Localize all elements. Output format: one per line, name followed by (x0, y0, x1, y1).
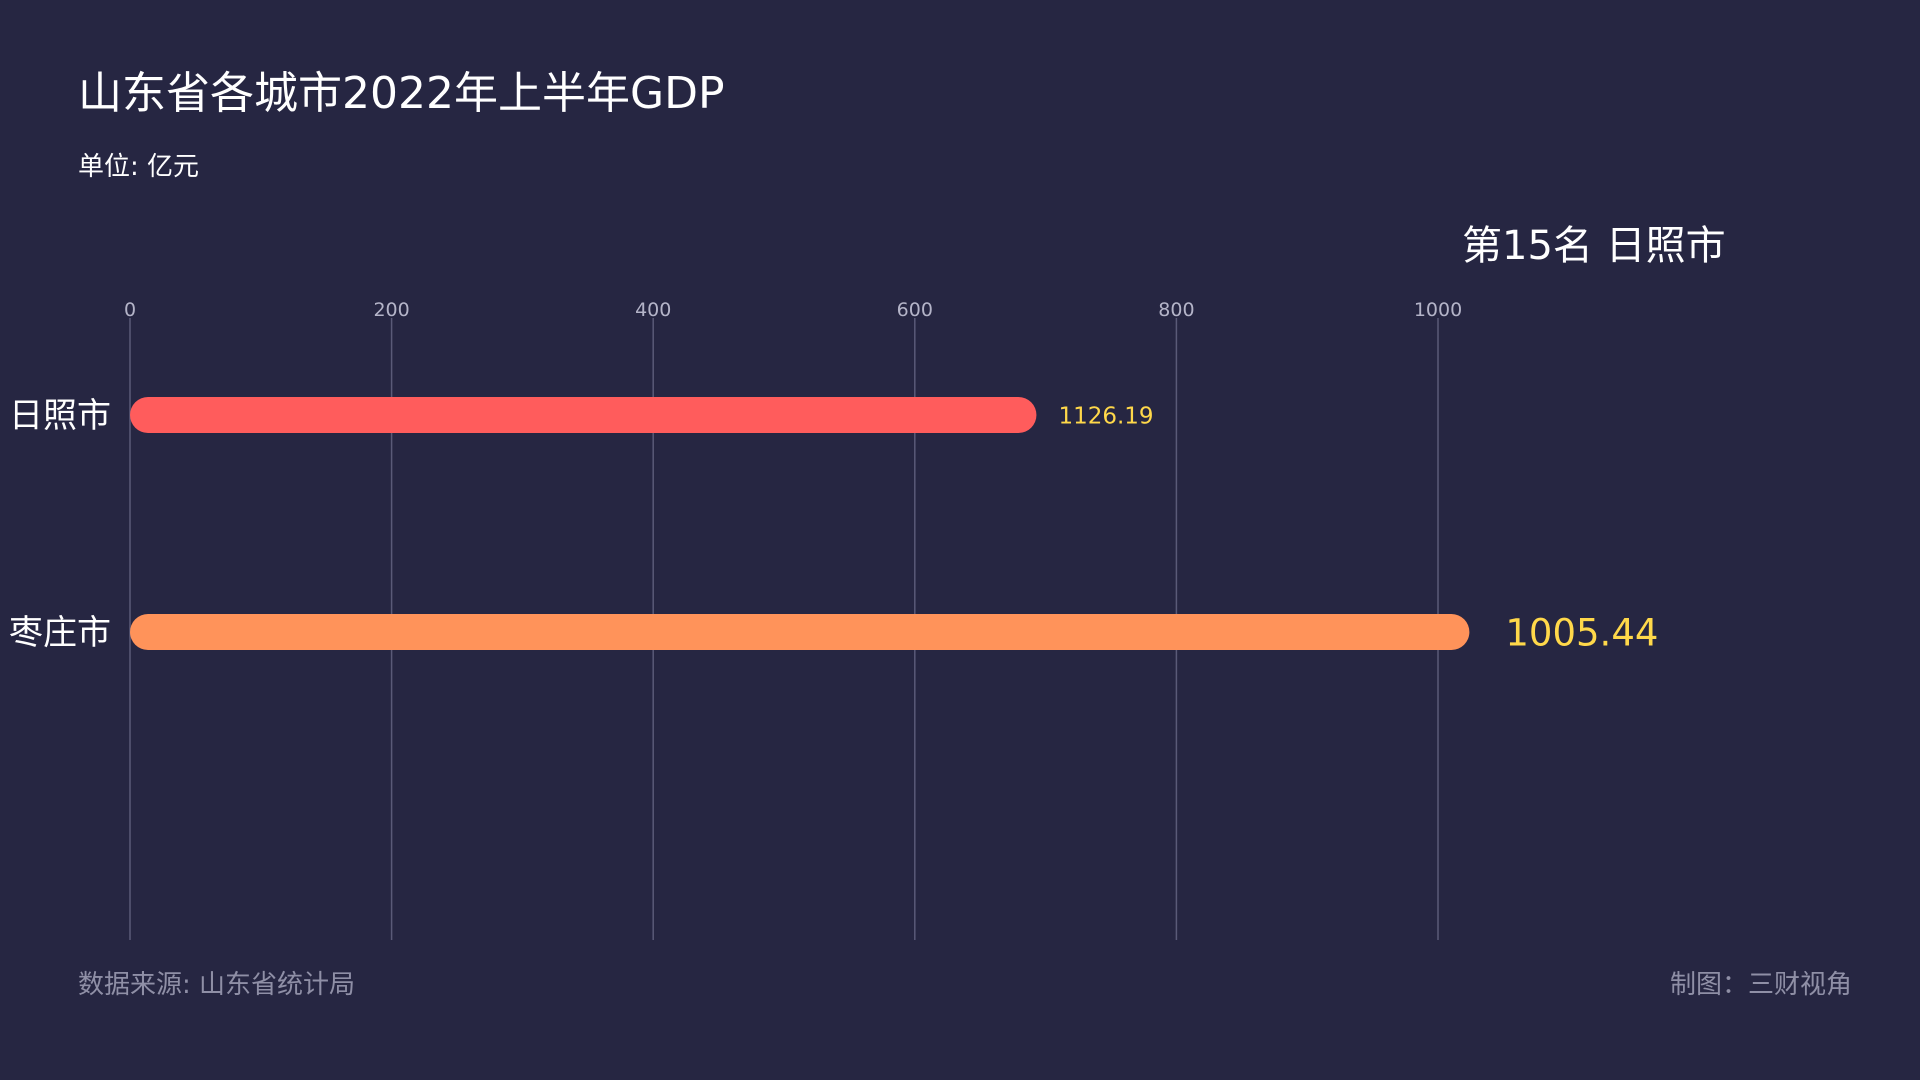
x-tick-label: 800 (1158, 299, 1194, 321)
unit-label: 单位: 亿元 (78, 152, 200, 182)
value-label: 1126.19 (1058, 403, 1153, 429)
chart-credit: 制图：三财视角 (1669, 970, 1852, 1000)
x-tick-label: 600 (897, 299, 933, 321)
rank-label: 第15名 日照市 (1462, 223, 1726, 269)
x-axis-ticks: 0 200 400 600 800 1000 (124, 299, 1462, 321)
value-label: 1005.44 (1505, 611, 1658, 654)
x-tick-label: 1000 (1414, 299, 1462, 321)
category-label: 枣庄市 (9, 613, 111, 653)
x-tick-label: 200 (373, 299, 409, 321)
value-labels: 1126.19 1005.44 (1058, 403, 1658, 654)
category-label: 日照市 (9, 396, 111, 436)
bar-0 (130, 397, 1037, 433)
x-tick-label: 400 (635, 299, 671, 321)
x-tick-label: 0 (124, 299, 136, 321)
chart-title: 山东省各城市2022年上半年GDP (78, 68, 725, 119)
bar-1 (130, 614, 1470, 650)
bars (130, 397, 1470, 650)
data-source: 数据来源: 山东省统计局 (78, 970, 356, 1000)
